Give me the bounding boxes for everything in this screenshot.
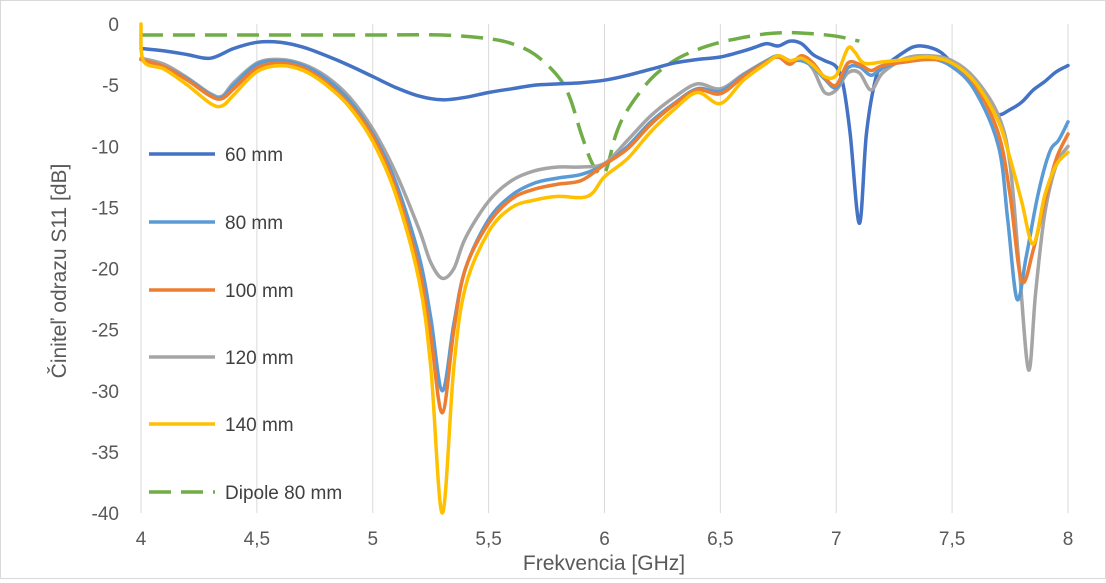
legend-item: 120 mm xyxy=(149,348,294,369)
legend-item: 140 mm xyxy=(149,415,294,436)
legend-label: 80 mm xyxy=(225,213,283,234)
series-line-140-mm xyxy=(139,22,1070,515)
legend-item: Dipole 80 mm xyxy=(149,483,342,504)
legend-label: 120 mm xyxy=(225,348,294,369)
axes: 4 4,5 5 5,5 6 6,5 7 7,5 8 0 -5 -10 -15 -20 -25 -30 -35 -4… xyxy=(92,15,1074,550)
legend-item: 100 mm xyxy=(149,281,294,302)
x-tick-label: 5,5 xyxy=(475,529,501,550)
x-tick-label: 8 xyxy=(1063,529,1074,550)
y-axis-title: Činiteľ odrazu S11 [dB] xyxy=(48,164,71,379)
y-tick-label: -40 xyxy=(92,504,119,525)
y-tick-label: -5 xyxy=(102,76,119,97)
y-tick-label: -25 xyxy=(92,321,119,342)
legend: 60 mm 80 mm 100 mm 120 mm 140 mm Dipole 80 mm xyxy=(149,145,342,504)
x-tick-label: 6 xyxy=(599,529,610,550)
y-tick-label: -15 xyxy=(92,198,119,219)
series-line-dipole-80-mm xyxy=(141,30,860,177)
legend-label: 100 mm xyxy=(225,281,294,302)
x-tick-label: 4,5 xyxy=(244,529,270,550)
gridlines xyxy=(256,24,1069,513)
legend-item: 60 mm xyxy=(149,145,283,166)
legend-label: Dipole 80 mm xyxy=(225,483,342,504)
x-tick-label: 7 xyxy=(831,529,842,550)
legend-label: 60 mm xyxy=(225,145,283,166)
legend-label: 140 mm xyxy=(225,415,294,436)
y-tick-label: 0 xyxy=(108,15,119,36)
y-tick-label: -35 xyxy=(92,443,119,464)
x-axis-title: Frekvencia [GHz] xyxy=(523,552,685,575)
y-tick-label: -20 xyxy=(92,260,119,281)
x-tick-label: 6,5 xyxy=(707,529,733,550)
y-tick-label: -30 xyxy=(92,382,119,403)
y-tick-label: -10 xyxy=(92,137,119,158)
series-lines xyxy=(139,22,1070,515)
legend-item: 80 mm xyxy=(149,213,283,234)
x-tick-label: 5 xyxy=(367,529,378,550)
series-line-120-mm xyxy=(139,53,1070,372)
x-tick-label: 7,5 xyxy=(939,529,965,550)
x-tick-label: 4 xyxy=(136,529,147,550)
